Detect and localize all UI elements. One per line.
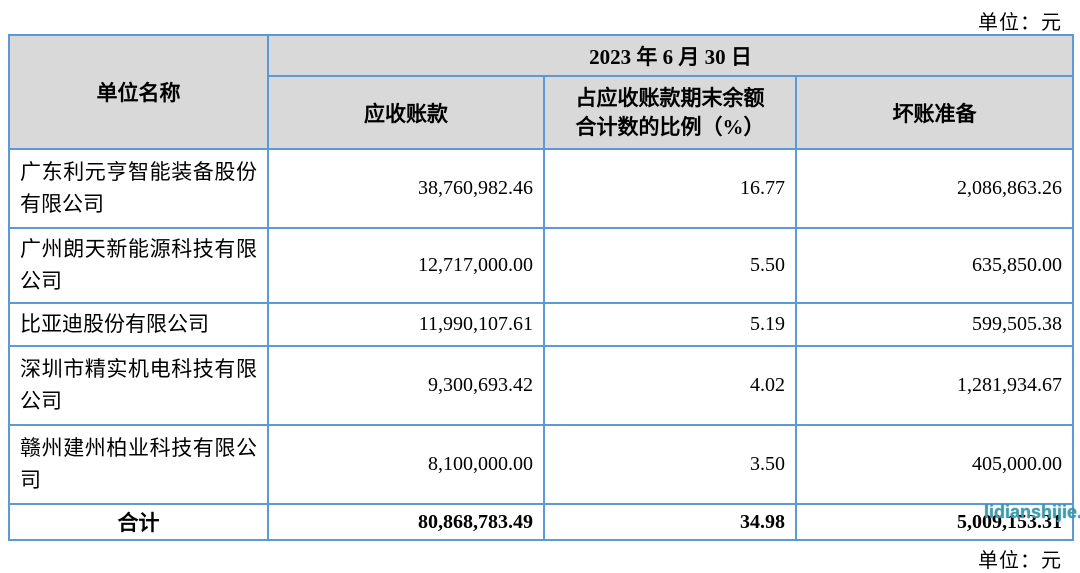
table-row: 比亚迪股份有限公司 11,990,107.61 5.19 599,505.38 <box>8 302 1075 347</box>
unit-label: 单位：元 <box>978 12 1062 34</box>
ratio-value: 5.50 <box>543 227 797 304</box>
total-receivables: 80,868,783.49 <box>267 503 545 541</box>
total-bad-debt: 5,009,153.31 <box>794 503 1075 541</box>
table-row: 深圳市精实机电科技有限公司 9,300,693.42 4.02 1,281,93… <box>8 345 1075 426</box>
bad-debt-value: 599,505.38 <box>794 302 1075 347</box>
ratio-value: 5.19 <box>543 302 797 347</box>
table-row: 广东利元亨智能装备股份有限公司 38,760,982.46 16.77 2,08… <box>8 148 1075 229</box>
bad-debt-value: 1,281,934.67 <box>794 345 1075 426</box>
company-name: 广东利元亨智能装备股份有限公司 <box>8 148 269 229</box>
receivables-value: 8,100,000.00 <box>267 424 545 505</box>
company-name: 赣州建州柏业科技有限公司 <box>8 424 269 505</box>
receivables-value: 9,300,693.42 <box>267 345 545 426</box>
ratio-value: 16.77 <box>543 148 797 229</box>
company-name: 深圳市精实机电科技有限公司 <box>8 345 269 426</box>
receivables-value: 11,990,107.61 <box>267 302 545 347</box>
total-ratio: 34.98 <box>543 503 797 541</box>
header-unit-name: 单位名称 <box>8 34 269 150</box>
receivables-value: 38,760,982.46 <box>267 148 545 229</box>
bad-debt-value: 2,086,863.26 <box>794 148 1075 229</box>
header-ratio-line1: 占应收账款期末余额 <box>575 86 765 111</box>
bad-debt-value: 635,850.00 <box>794 227 1075 304</box>
header-ratio-line2: 合计数的比例（%） <box>575 114 765 139</box>
ratio-value: 3.50 <box>543 424 797 505</box>
receivables-table: 单位名称 2023 年 6 月 30 日 应收账款 占应收账款期末余额 合计数的… <box>8 34 1075 541</box>
document-page: { "meta": { "unit_label": "单位：元", "next_… <box>8 12 1080 572</box>
header-ratio: 占应收账款期末余额 合计数的比例（%） <box>543 75 797 150</box>
receivables-value: 12,717,000.00 <box>267 227 545 304</box>
header-receivables: 应收账款 <box>267 75 545 150</box>
company-name: 比亚迪股份有限公司 <box>8 302 269 347</box>
header-date-group: 2023 年 6 月 30 日 <box>266 34 1075 77</box>
header-bad-debt: 坏账准备 <box>794 75 1075 150</box>
table-row: 赣州建州柏业科技有限公司 8,100,000.00 3.50 405,000.0… <box>8 424 1075 505</box>
next-table-unit-label-clipped: 单位：元 <box>978 550 1062 572</box>
total-label: 合计 <box>8 503 269 541</box>
table-total-row: 合计 80,868,783.49 34.98 5,009,153.31 <box>8 503 1075 541</box>
bad-debt-value: 405,000.00 <box>794 424 1075 505</box>
table-row: 广州朗天新能源科技有限公司 12,717,000.00 5.50 635,850… <box>8 227 1075 304</box>
company-name: 广州朗天新能源科技有限公司 <box>8 227 269 304</box>
ratio-value: 4.02 <box>543 345 797 426</box>
